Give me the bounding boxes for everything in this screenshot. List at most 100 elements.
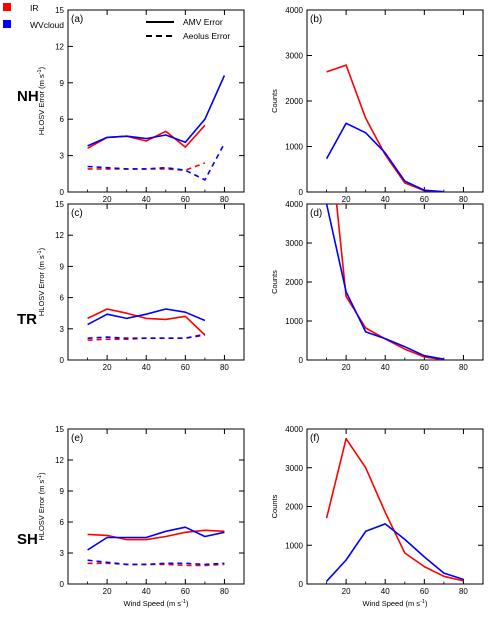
region-label-tr: TR [17, 311, 37, 328]
series-line-wvcloud-amv [325, 122, 444, 192]
plot-frame [67, 9, 245, 193]
y-tick-label: 9 [60, 79, 65, 88]
series-line-wvcloud-aeolus [87, 559, 225, 566]
x-tick-label: 40 [142, 195, 151, 204]
x-tick-label: 80 [220, 363, 229, 372]
y-axis-title: HLOSV Error (m s-1) [37, 472, 46, 541]
y-axis-title: Counts [270, 494, 279, 518]
series-line-ir-amv [326, 64, 444, 192]
panel-d: 20 40 60 80 0 1000 2000 3000 4000 (d) Counts [270, 200, 484, 372]
y-tick-label: 1000 [285, 317, 303, 326]
series-line-wvcloud-amv [87, 308, 206, 326]
y-tick-label: 2000 [285, 503, 303, 512]
x-tick-label: 80 [220, 195, 229, 204]
x-tick-label: 20 [103, 587, 112, 596]
y-tick-label: 4000 [285, 425, 303, 434]
y-tick-label: 15 [55, 200, 64, 209]
y-tick-label: 0 [299, 356, 304, 365]
x-tick-label: 40 [142, 587, 151, 596]
x-tick-label: 40 [142, 363, 151, 372]
panel-label: (c) [71, 208, 83, 219]
y-tick-label: 0 [60, 188, 65, 197]
series-line-wvcloud-amv [325, 204, 445, 360]
y-tick-label: 12 [55, 456, 64, 465]
y-tick-label: 0 [299, 188, 304, 197]
panel-label: (f) [310, 433, 319, 444]
panel-f: 20 40 60 80 0 1000 2000 3000 4000 (f) Counts Wind S… [270, 425, 484, 608]
legend-swatch-ir [3, 3, 11, 11]
x-tick-label: 20 [103, 195, 112, 204]
panel-label: (d) [310, 208, 322, 219]
series-group [325, 437, 464, 582]
x-tick-label: 60 [420, 363, 429, 372]
x-tick-label: 80 [459, 587, 468, 596]
series-line-wvcloud-amv [87, 75, 226, 147]
panel-label: (b) [310, 14, 322, 25]
y-tick-label: 4000 [285, 200, 303, 209]
y-tick-label: 3000 [285, 52, 303, 61]
panel-e: 20 40 60 80 0 3 6 9 12 15 (e) HLOSV Error (m s-1) Wi… [37, 425, 245, 608]
x-tick-label: 60 [420, 587, 429, 596]
y-axis-title: Counts [270, 270, 279, 294]
x-tick-label: 20 [342, 587, 351, 596]
y-tick-label: 0 [60, 356, 65, 365]
legend-label-aeolus-error: Aeolus Error [183, 31, 230, 41]
series-line-wvcloud-amv [326, 523, 464, 582]
legend-label-amv-error: AMV Error [183, 17, 223, 27]
panel-a: 20 40 60 80 0 3 6 9 12 15 (a) HLOSV Error (m s-1) [37, 6, 245, 204]
y-tick-label: 9 [60, 262, 65, 271]
y-tick-label: 2000 [285, 97, 303, 106]
region-label-nh: NH [17, 88, 39, 105]
y-tick-label: 12 [55, 42, 64, 51]
series-line-ir-aeolus [87, 562, 225, 567]
y-tick-label: 15 [55, 425, 64, 434]
series-group [87, 308, 206, 341]
y-tick-label: 6 [60, 115, 65, 124]
series-line-wvcloud-aeolus [87, 334, 206, 340]
plot-frame [67, 203, 245, 361]
source-legend: IR WVcloud [3, 3, 64, 30]
series-line-ir-amv [335, 204, 445, 360]
region-label-sh: SH [17, 531, 38, 548]
series-group [87, 526, 225, 567]
series-group [325, 204, 445, 360]
plot-frame [306, 9, 484, 193]
y-tick-label: 3 [60, 325, 65, 334]
x-tick-label: 80 [220, 587, 229, 596]
x-tick-label: 40 [381, 363, 390, 372]
series-line-ir-amv [87, 308, 206, 336]
x-tick-label: 80 [459, 363, 468, 372]
x-tick-label: 60 [181, 363, 190, 372]
x-axis-title: Wind Speed (m s-1) [124, 599, 189, 608]
x-tick-label: 60 [420, 195, 429, 204]
plot-frame [306, 428, 484, 585]
y-axis-title: HLOSV Error (m s-1) [37, 66, 46, 135]
y-tick-label: 3000 [285, 464, 303, 473]
y-tick-label: 1000 [285, 143, 303, 152]
x-tick-label: 60 [181, 195, 190, 204]
x-tick-label: 60 [181, 587, 190, 596]
plot-frame [306, 203, 484, 361]
y-tick-label: 15 [55, 6, 64, 15]
y-tick-label: 3000 [285, 239, 303, 248]
plot-frame [67, 428, 245, 585]
style-legend: AMV Error Aeolus Error [146, 17, 230, 41]
y-tick-label: 3 [60, 152, 65, 161]
x-tick-label: 80 [459, 195, 468, 204]
series-group [87, 75, 226, 181]
series-group [325, 64, 444, 192]
x-tick-label: 20 [342, 363, 351, 372]
y-tick-label: 12 [55, 231, 64, 240]
legend-label-wvcloud: WVcloud [30, 20, 64, 30]
y-tick-label: 6 [60, 294, 65, 303]
series-line-wvcloud-aeolus [87, 143, 226, 181]
series-line-ir-amv [87, 124, 206, 149]
panel-c: 20 40 60 80 0 3 6 9 12 15 (c) HLOSV Error (m s-1) [37, 200, 245, 372]
x-tick-label: 20 [103, 363, 112, 372]
y-axis-title: Counts [270, 89, 279, 113]
x-axis-title: Wind Speed (m s-1) [363, 599, 428, 608]
y-tick-label: 0 [299, 580, 304, 589]
legend-swatch-wvcloud [3, 20, 11, 28]
